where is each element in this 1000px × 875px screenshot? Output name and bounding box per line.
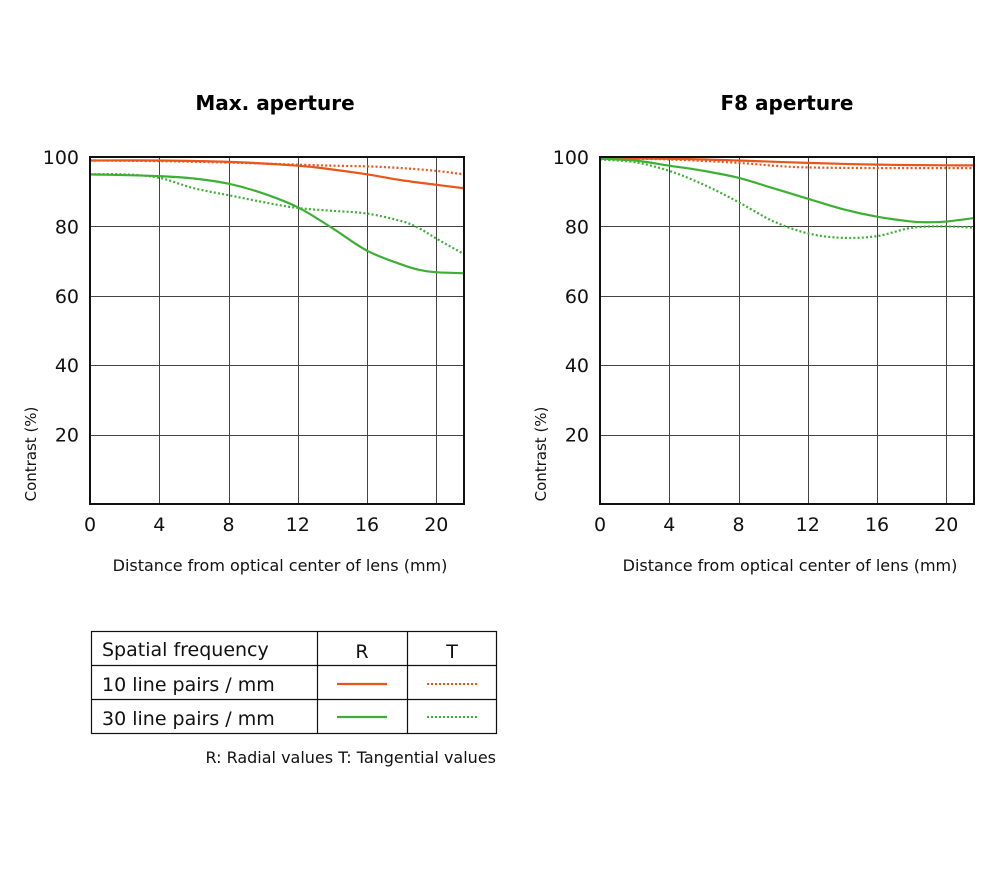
legend-note: R: Radial values T: Tangential values [205, 748, 496, 767]
chart-f8-aperture: F8 aperture 20 40 60 80 100 0 4 8 12 16 20 Contra… [532, 91, 975, 575]
legend-header-r: R [355, 641, 368, 663]
y-axis-label: Contrast (%) [22, 407, 40, 502]
legend-border [90, 630, 498, 735]
y-tick-label: 20 [55, 425, 79, 447]
series-line-10-line-pairs-mm-r [599, 157, 975, 167]
y-tick-label: 20 [565, 425, 589, 447]
x-tick-label: 12 [286, 514, 310, 536]
series-line-30-line-pairs-mm-t [89, 172, 465, 256]
series-line-30-line-pairs-mm-r [89, 173, 465, 275]
plot-frame [599, 156, 975, 505]
y-tick-label: 100 [43, 147, 79, 169]
y-tick-label: 40 [565, 355, 589, 377]
legend-header-label: Spatial frequency [102, 639, 269, 661]
series-line-30-line-pairs-mm-t [599, 158, 975, 240]
x-tick-label: 8 [222, 514, 234, 536]
series-line-30-line-pairs-mm-r [599, 157, 975, 224]
x-tick-label: 16 [355, 514, 379, 536]
y-tick-label: 80 [55, 216, 79, 238]
x-tick-label: 16 [865, 514, 889, 536]
chart-title: Max. aperture [195, 91, 354, 115]
legend-table: Spatial frequency R T 10 line pairs / mm… [90, 630, 498, 767]
series-line-10-line-pairs-mm-t [89, 159, 465, 176]
legend-row-30lp-label: 30 line pairs / mm [102, 708, 275, 730]
x-tick-label: 20 [424, 514, 448, 536]
x-tick-label: 20 [934, 514, 958, 536]
y-tick-label: 40 [55, 355, 79, 377]
legend-row-10lp-label: 10 line pairs / mm [102, 674, 275, 696]
chart-max-aperture: Max. aperture 20 40 60 80 100 0 4 8 12 16 20 Cont… [22, 91, 465, 575]
chart-title: F8 aperture [720, 91, 853, 115]
y-tick-label: 60 [55, 286, 79, 308]
series-line-10-line-pairs-mm-r [89, 159, 465, 190]
x-axis-label: Distance from optical center of lens (mm… [113, 556, 448, 575]
y-tick-label: 100 [553, 147, 589, 169]
series-line-10-line-pairs-mm-t [599, 157, 974, 170]
legend-header-t: T [445, 641, 458, 663]
y-tick-label: 60 [565, 286, 589, 308]
y-tick-label: 80 [565, 216, 589, 238]
x-tick-label: 4 [663, 514, 675, 536]
x-tick-label: 0 [84, 514, 96, 536]
x-axis-label: Distance from optical center of lens (mm… [623, 556, 958, 575]
plot-frame [89, 156, 465, 505]
x-tick-label: 8 [732, 514, 744, 536]
x-tick-label: 4 [153, 514, 165, 536]
y-axis-label: Contrast (%) [532, 407, 550, 502]
x-tick-label: 0 [594, 514, 606, 536]
x-tick-label: 12 [796, 514, 820, 536]
